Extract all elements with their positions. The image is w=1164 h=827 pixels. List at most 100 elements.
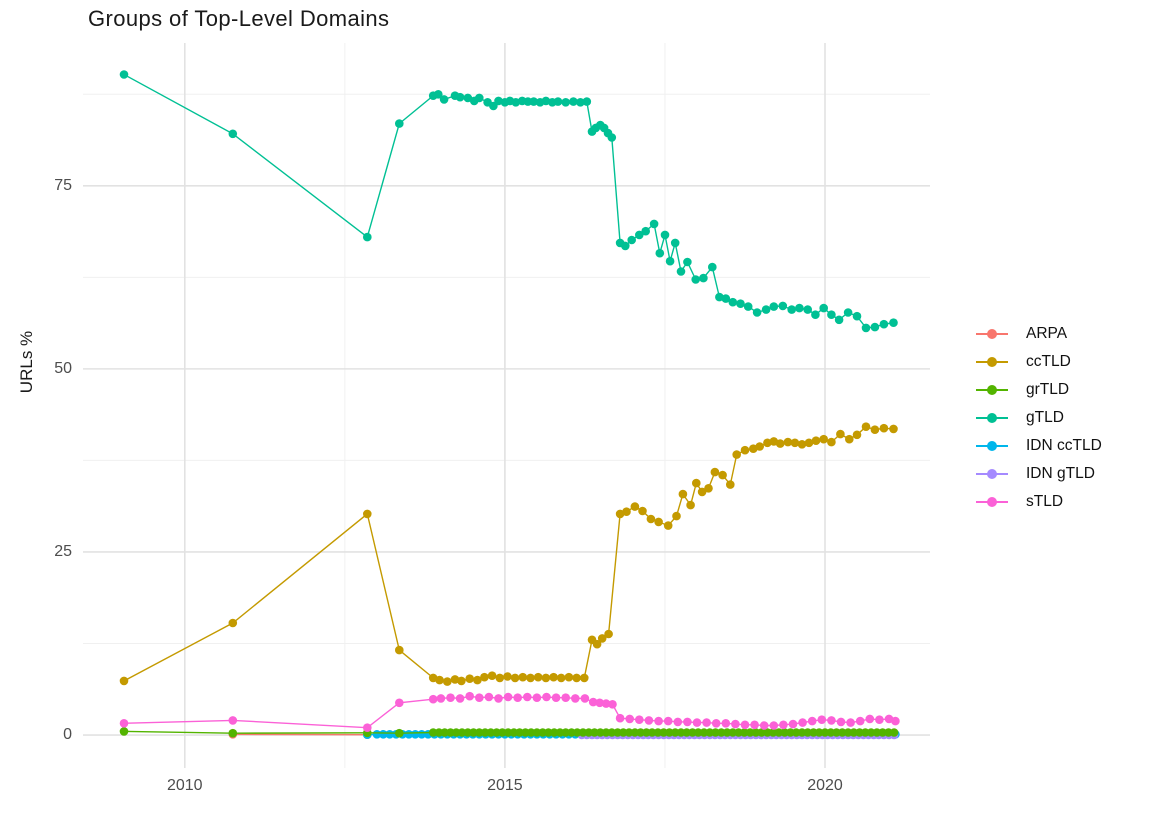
data-point [702,718,711,727]
data-point [697,487,707,497]
data-point [769,302,779,311]
data-point [580,694,590,703]
data-point [845,434,854,444]
data-point [889,728,899,737]
data-point [119,70,129,79]
data-point [646,514,656,524]
data-point [455,92,465,102]
data-point [465,674,475,683]
data-point [495,673,505,683]
data-point [494,694,503,703]
data-point [119,727,129,736]
legend-key-dot [987,357,997,367]
data-point [372,730,382,739]
data-point [523,692,532,702]
data-point [630,502,640,511]
data-point [526,673,535,683]
data-point [542,692,551,702]
y-tick-label: 0 [63,726,72,744]
data-point [743,302,753,311]
legend-item-gtld: gTLD [976,404,1102,432]
data-point [638,506,647,516]
data-point [740,445,750,455]
data-point [803,305,812,314]
data-point [561,98,570,107]
data-point [692,718,702,727]
legend-item-stld: sTLD [976,488,1102,516]
data-point [436,694,446,703]
data-point [228,716,238,725]
data-point [676,267,686,276]
series-stld [119,691,900,732]
data-point [494,96,503,106]
data-point [635,230,644,240]
data-point [798,718,807,727]
data-point [663,716,673,726]
data-point [532,693,542,702]
data-point [683,717,692,727]
legend-key-dot [987,385,997,395]
data-point [819,434,828,444]
data-point [665,256,675,266]
series-grtld [119,727,899,738]
data-point [655,248,665,258]
data-point [228,618,238,628]
legend-key-swatch [976,356,1008,368]
data-point [827,716,836,725]
data-point [551,693,561,702]
data-point [759,721,769,730]
data-point [870,322,880,332]
data-point [795,303,804,313]
data-point [564,672,574,682]
data-point [455,694,465,703]
data-point [728,297,738,307]
data-point [607,133,617,142]
data-point [861,323,871,333]
data-point [861,422,871,432]
data-point [778,301,788,311]
data-point [654,517,663,527]
data-point [576,98,585,107]
data-point [834,315,844,325]
data-point [670,238,680,248]
data-point [556,673,566,683]
data-point [510,673,520,683]
data-point [843,308,853,317]
data-point [732,450,741,459]
legend-key-swatch [976,468,1008,480]
data-point [683,257,692,267]
legend-item-cctld: ccTLD [976,348,1102,376]
data-point [635,715,644,724]
data-point [783,437,793,447]
data-point [704,484,713,493]
data-point [395,119,404,128]
data-point [395,645,404,655]
data-point [511,98,521,107]
data-point [817,715,827,724]
data-point [879,423,889,433]
data-point [708,262,717,272]
data-point [721,719,731,728]
data-point [435,675,444,685]
data-point [891,716,900,726]
data-point [518,672,528,682]
data-point [852,430,862,440]
data-point [484,692,494,702]
data-point [654,716,663,726]
legend-key-swatch [976,496,1008,508]
data-point [580,673,589,683]
legend-item-label: ARPA [1026,325,1068,342]
data-point [597,634,607,643]
data-point [561,693,570,702]
data-point [439,95,449,104]
data-point [627,235,636,245]
data-point [463,93,473,103]
data-point [750,720,759,730]
data-point [889,318,898,328]
data-point [804,438,814,448]
data-point [699,273,708,283]
data-point [691,275,700,284]
series-arpa [228,730,372,739]
data-point [790,438,800,448]
